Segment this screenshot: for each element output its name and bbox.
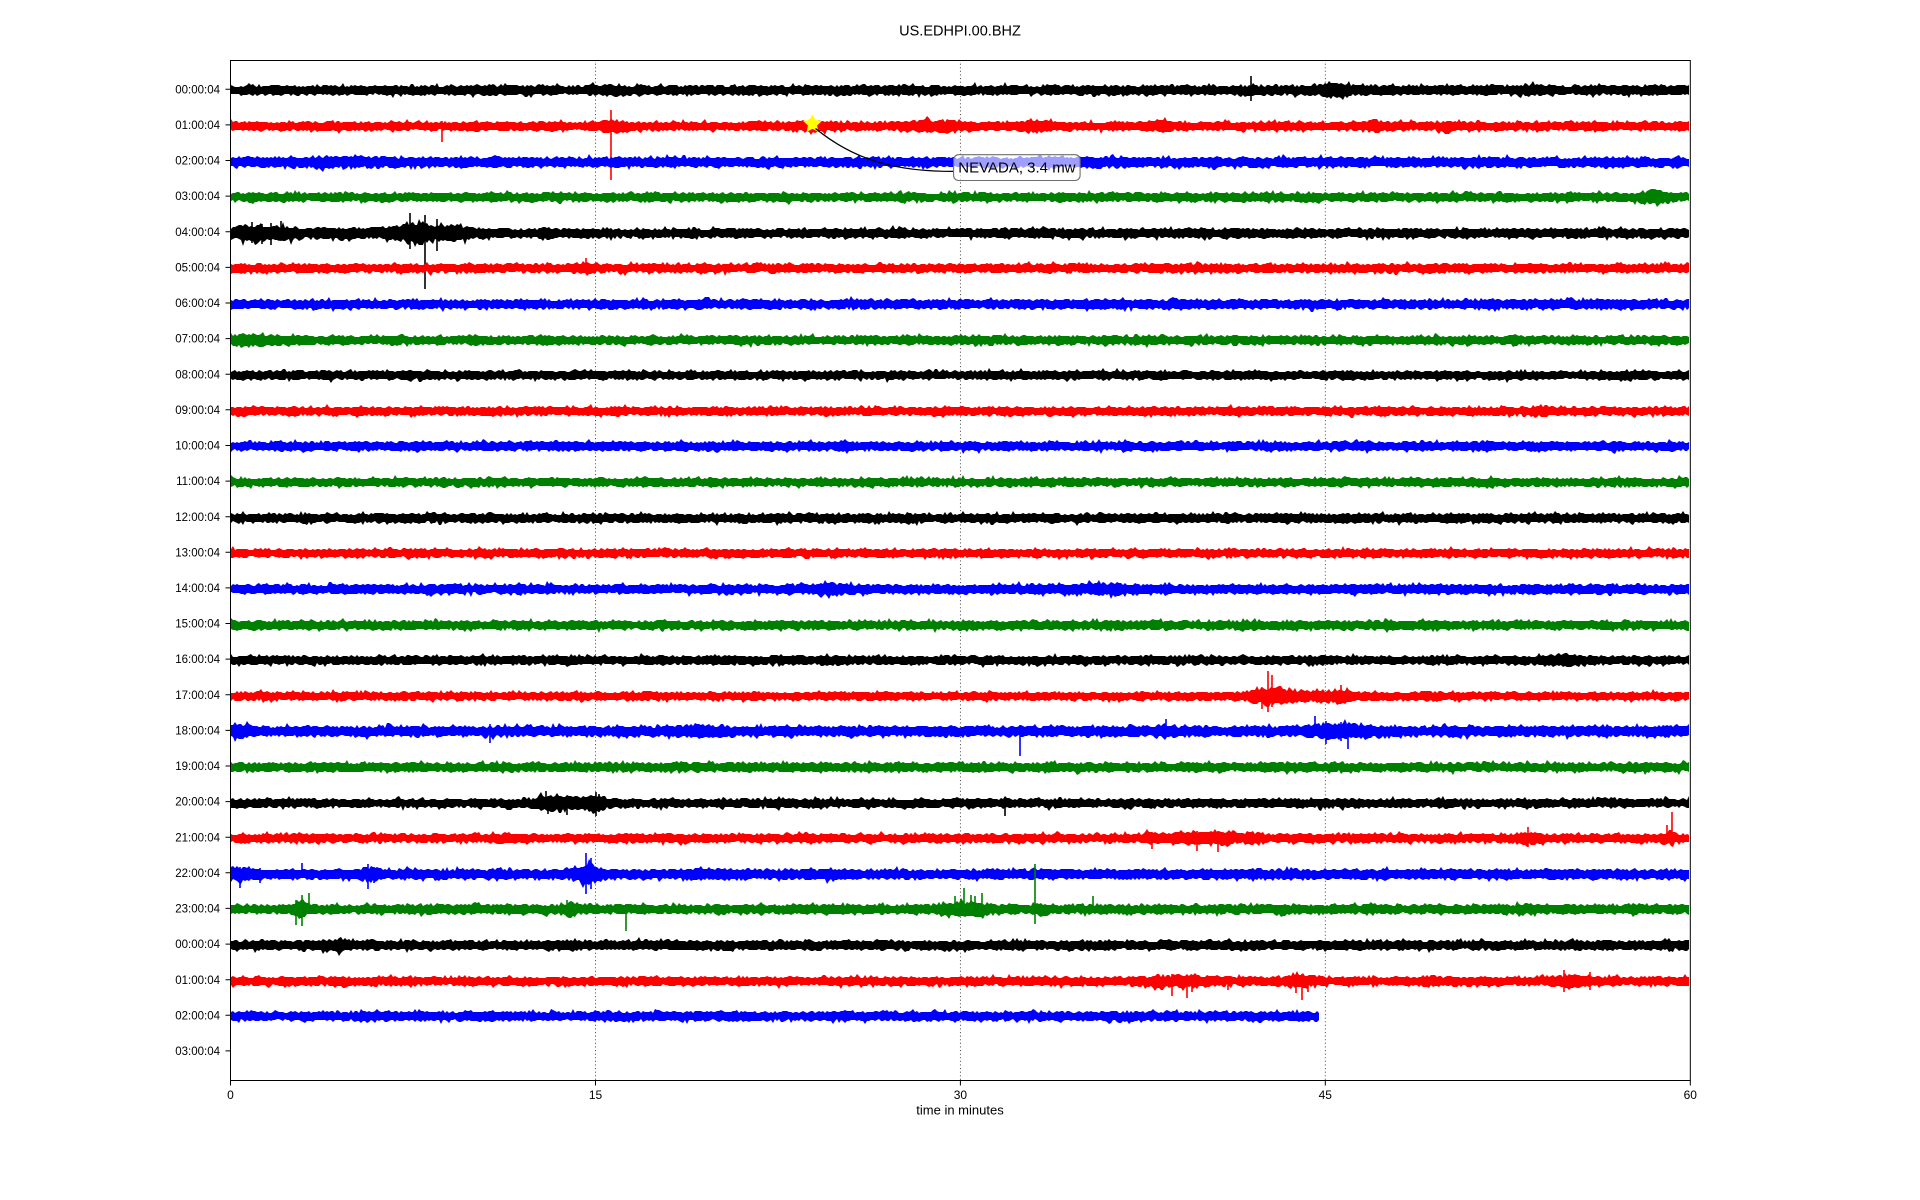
svg-text:06:00:04: 06:00:04	[175, 298, 220, 310]
svg-text:11:00:04: 11:00:04	[176, 476, 221, 488]
svg-text:14:00:04: 14:00:04	[175, 583, 220, 595]
svg-text:17:00:04: 17:00:04	[175, 690, 220, 702]
svg-text:12:00:04: 12:00:04	[175, 512, 220, 524]
svg-text:60: 60	[1684, 1088, 1698, 1102]
svg-text:08:00:04: 08:00:04	[175, 369, 220, 381]
svg-text:01:00:04: 01:00:04	[175, 120, 220, 132]
svg-text:02:00:04: 02:00:04	[175, 1010, 220, 1022]
svg-text:01:00:04: 01:00:04	[175, 975, 220, 987]
svg-text:18:00:04: 18:00:04	[175, 726, 220, 738]
svg-text:02:00:04: 02:00:04	[175, 156, 220, 168]
svg-text:15: 15	[589, 1088, 603, 1102]
svg-text:03:00:04: 03:00:04	[175, 1046, 220, 1058]
svg-text:00:00:04: 00:00:04	[175, 84, 220, 96]
svg-text:19:00:04: 19:00:04	[175, 761, 220, 773]
svg-text:22:00:04: 22:00:04	[175, 868, 220, 880]
svg-text:21:00:04: 21:00:04	[175, 832, 220, 844]
svg-text:13:00:04: 13:00:04	[175, 547, 220, 559]
svg-text:03:00:04: 03:00:04	[175, 191, 220, 203]
svg-text:00:00:04: 00:00:04	[175, 939, 220, 951]
svg-text:16:00:04: 16:00:04	[175, 654, 220, 666]
svg-text:09:00:04: 09:00:04	[175, 405, 220, 417]
svg-text:07:00:04: 07:00:04	[175, 334, 220, 346]
svg-text:10:00:04: 10:00:04	[175, 441, 220, 453]
svg-text:0: 0	[227, 1088, 234, 1102]
svg-text:05:00:04: 05:00:04	[175, 263, 220, 275]
svg-text:US.EDHPI.00.BHZ: US.EDHPI.00.BHZ	[899, 23, 1021, 39]
svg-text:20:00:04: 20:00:04	[175, 797, 220, 809]
svg-text:NEVADA, 3.4 mw: NEVADA, 3.4 mw	[958, 160, 1075, 177]
svg-text:30: 30	[954, 1088, 968, 1102]
svg-text:04:00:04: 04:00:04	[175, 227, 220, 239]
svg-text:23:00:04: 23:00:04	[175, 904, 220, 916]
svg-text:15:00:04: 15:00:04	[175, 619, 220, 631]
svg-text:45: 45	[1319, 1088, 1333, 1102]
svg-text:time in minutes: time in minutes	[916, 1103, 1004, 1118]
